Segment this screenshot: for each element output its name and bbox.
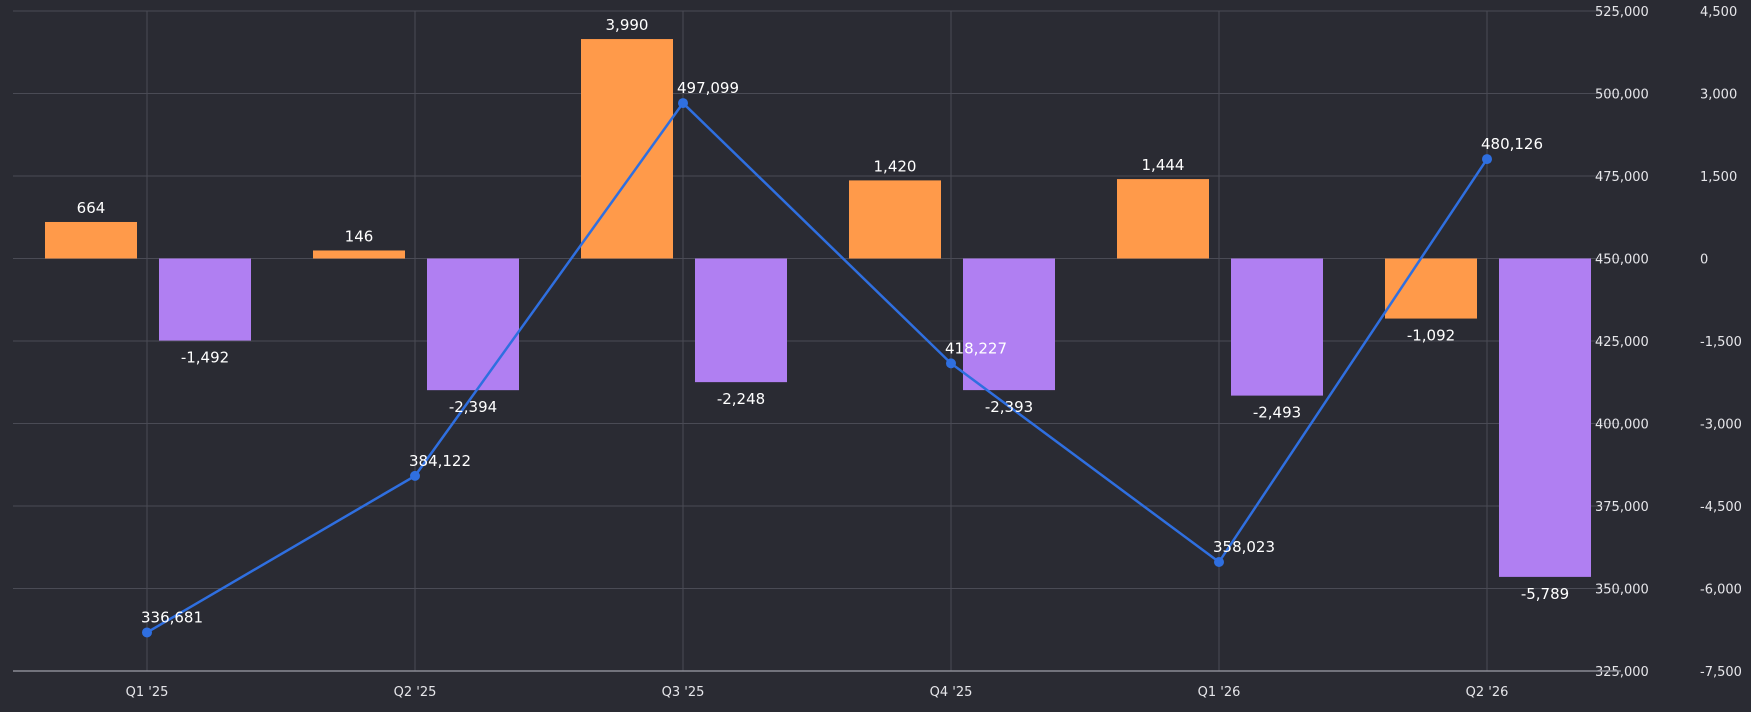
bar-value-label: -2,493 <box>1253 404 1301 422</box>
y-left-tick-label: 350,000 <box>1595 583 1649 598</box>
axis-layer: 325,000 350,000 375,000 400,000 425,000 450,0… <box>13 5 1742 700</box>
bar <box>427 258 519 391</box>
y-left-tick-label: 400,000 <box>1595 418 1649 433</box>
line-value-label: 418,227 <box>945 339 1007 357</box>
line-point <box>678 98 688 109</box>
bar-value-label: -2,248 <box>717 390 765 408</box>
bar-value-label: -1,492 <box>181 349 229 367</box>
line-point <box>410 470 420 481</box>
y-right-tick-label: 1,500 <box>1700 170 1737 185</box>
bar-value-label: -1,092 <box>1407 327 1455 345</box>
y-right-tick-label: -3,000 <box>1700 418 1742 433</box>
bar-value-label: 3,990 <box>606 16 649 34</box>
bar-value-label: -2,394 <box>449 398 497 416</box>
y-right-tick-label: 3,000 <box>1700 88 1737 103</box>
label-layer: 664 146 3,990 1,420 1,444 -1,092 -1,492 -2,394 -… <box>77 16 1570 626</box>
x-tick-label: Q4 '25 <box>930 685 973 700</box>
line-layer <box>142 98 1492 638</box>
bar <box>1499 258 1591 577</box>
bar-value-label: 146 <box>345 227 374 245</box>
line-value-label: 358,023 <box>1213 538 1275 556</box>
bar <box>159 258 251 341</box>
y-left-tick-label: 475,000 <box>1595 170 1649 185</box>
y-left-tick-label: 325,000 <box>1595 665 1649 680</box>
line-point <box>1482 154 1492 165</box>
line-value-label: 336,681 <box>141 608 203 626</box>
y-left-tick-label: 375,000 <box>1595 500 1649 515</box>
bar-value-label: -2,393 <box>985 398 1033 416</box>
line-point <box>946 358 956 369</box>
grid-layer <box>13 10 1621 671</box>
y-right-tick-label: -7,500 <box>1700 665 1742 680</box>
bar <box>1117 179 1209 259</box>
bar <box>1231 258 1323 396</box>
bar-layer <box>45 39 1591 577</box>
bar-value-label: 1,444 <box>1142 156 1185 174</box>
x-tick-label: Q2 '26 <box>1466 685 1509 700</box>
y-left-tick-label: 525,000 <box>1595 5 1649 20</box>
bar <box>1385 258 1477 319</box>
bar <box>45 221 137 259</box>
bar <box>963 258 1055 391</box>
x-tick-label: Q3 '25 <box>662 685 705 700</box>
bar <box>313 250 405 259</box>
line-series <box>146 101 1489 634</box>
bar-value-label: 1,420 <box>874 157 917 175</box>
line-value-label: 497,099 <box>677 79 739 97</box>
y-left-tick-label: 450,000 <box>1595 253 1649 268</box>
y-right-tick-label: 4,500 <box>1700 5 1737 20</box>
bar <box>849 180 941 259</box>
x-tick-label: Q2 '25 <box>394 685 437 700</box>
line-value-label: 384,122 <box>409 452 471 470</box>
line-value-label: 480,126 <box>1481 135 1543 153</box>
line-point <box>1214 557 1224 568</box>
y-right-tick-label: -4,500 <box>1700 500 1742 515</box>
x-tick-label: Q1 '26 <box>1198 685 1241 700</box>
y-left-tick-label: 500,000 <box>1595 88 1649 103</box>
y-right-tick-label: 0 <box>1700 253 1708 268</box>
x-tick-label: Q1 '25 <box>126 685 169 700</box>
bar-value-label: 664 <box>77 199 106 217</box>
y-right-tick-label: -1,500 <box>1700 335 1742 350</box>
y-left-tick-label: 425,000 <box>1595 335 1649 350</box>
bar <box>695 258 787 383</box>
line-point <box>142 627 152 638</box>
bar-value-label: -5,789 <box>1521 585 1569 603</box>
y-right-tick-label: -6,000 <box>1700 583 1742 598</box>
